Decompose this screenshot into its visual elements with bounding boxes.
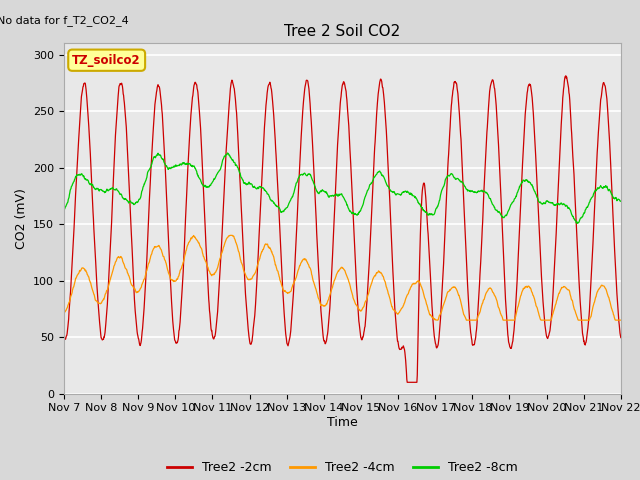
Tree2 -2cm — [429, 319, 437, 325]
Line: Tree2 -8cm: Tree2 -8cm — [64, 153, 621, 223]
Line: Tree2 -2cm: Tree2 -2cm — [64, 76, 621, 382]
Tree2 -8cm — [573, 220, 581, 226]
Tree2 -2cm — [246, 341, 254, 347]
Tree2 -2cm — [184, 166, 191, 172]
Legend: Tree2 -2cm, Tree2 -4cm, Tree2 -8cm: Tree2 -2cm, Tree2 -4cm, Tree2 -8cm — [162, 456, 523, 479]
Tree2 -2cm — [562, 73, 570, 79]
Tree2 -8cm — [617, 198, 625, 204]
Tree2 -8cm — [60, 207, 68, 213]
Y-axis label: CO2 (mV): CO2 (mV) — [15, 188, 28, 249]
X-axis label: Time: Time — [327, 416, 358, 429]
Tree2 -4cm — [184, 242, 191, 248]
Tree2 -4cm — [429, 315, 437, 321]
Tree2 -4cm — [433, 317, 441, 323]
Tree2 -4cm — [170, 278, 178, 284]
Tree2 -8cm — [184, 162, 191, 168]
Tree2 -8cm — [429, 212, 437, 217]
Tree2 -2cm — [551, 255, 559, 261]
Title: Tree 2 Soil CO2: Tree 2 Soil CO2 — [284, 24, 401, 39]
Text: No data for f_T2_CO2_4: No data for f_T2_CO2_4 — [0, 15, 129, 26]
Line: Tree2 -4cm: Tree2 -4cm — [64, 235, 621, 320]
Tree2 -2cm — [617, 335, 625, 340]
Tree2 -2cm — [502, 302, 509, 308]
Text: TZ_soilco2: TZ_soilco2 — [72, 54, 141, 67]
Tree2 -4cm — [60, 310, 68, 315]
Tree2 -8cm — [551, 202, 559, 207]
Tree2 -2cm — [403, 379, 411, 385]
Tree2 -4cm — [502, 317, 510, 323]
Tree2 -2cm — [60, 333, 68, 339]
Tree2 -2cm — [170, 334, 178, 340]
Tree2 -8cm — [224, 150, 232, 156]
Tree2 -4cm — [226, 232, 234, 238]
Tree2 -8cm — [502, 212, 509, 218]
Tree2 -4cm — [552, 302, 559, 308]
Tree2 -8cm — [170, 163, 178, 169]
Tree2 -4cm — [617, 317, 625, 323]
Tree2 -8cm — [246, 181, 254, 187]
Tree2 -4cm — [246, 277, 254, 283]
